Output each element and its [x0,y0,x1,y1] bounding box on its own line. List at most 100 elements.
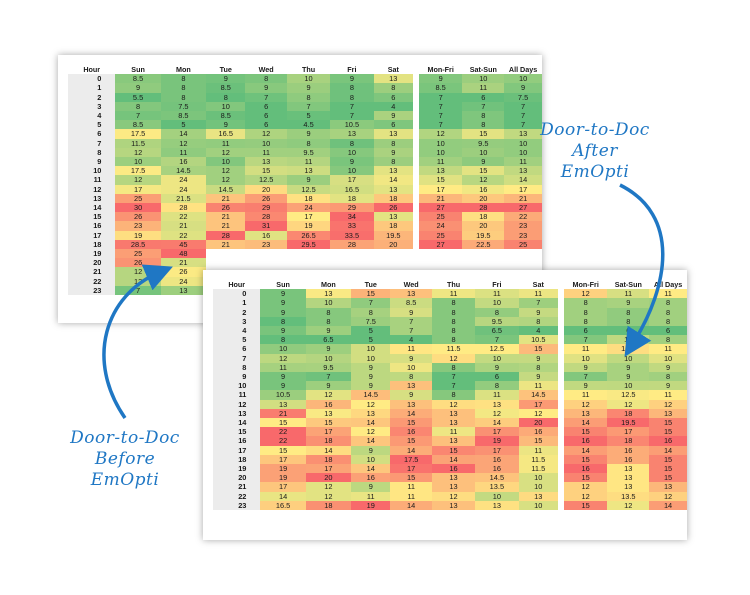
hour-label: 18 [68,239,116,250]
column-gap [557,280,564,290]
heatmap-cell: 21 [160,221,207,231]
column-header: Sat-Sun [469,65,497,74]
heatmap-cell: 14 [390,408,432,419]
column-gap [413,157,419,167]
heatmap-cell: 13 [431,473,476,483]
heatmap-cell: 9 [206,74,246,84]
heatmap-cell: 18 [305,500,352,511]
heatmap-cell: 9 [286,83,331,93]
heatmap-cell: 10.5 [518,335,558,345]
heatmap-cell: 8 [431,316,476,327]
hour-label: 10 [213,381,261,391]
heatmap-cell: 12 [160,138,207,148]
heatmap-cell: 16.5 [330,184,374,194]
heatmap-cell: 9 [518,372,558,382]
column-gap [413,258,419,268]
column-header: Sun [276,280,290,289]
heatmap-cell: 7 [563,372,608,382]
heatmap-cell: 23 [504,230,542,240]
before-arrow [102,264,173,419]
heatmap-cell: 10 [462,74,505,84]
column-header: Sat [387,65,399,74]
heatmap-cell: 8 [330,83,374,93]
heatmap-cell: 11 [431,427,476,437]
heatmap-cell: 6 [475,372,519,382]
heatmap-cell: 28 [245,212,287,222]
heatmap-cell: 9 [504,83,542,93]
after-label-line-3: EmOpti [560,162,630,182]
hour-label: 21 [213,482,261,492]
hour-label: 15 [213,427,261,437]
heatmap-cell: 17.5 [115,129,161,139]
column-gap [557,372,564,382]
heatmap-row: 11 12 24 12 12.5 9 17 14 15 12 14 [68,175,542,185]
heatmap-cell: 6 [245,101,287,112]
heatmap-cell: 9 [649,381,687,391]
heatmap-cell: 11.5 [431,344,476,354]
heatmap-cell: 16 [390,427,432,437]
heatmap-cell: 14.5 [518,390,558,400]
after-label-line-1: Door-to-Doc [540,120,650,140]
heatmap-cell: 8 [431,390,476,400]
heatmap-cell: 13 [160,285,207,296]
heatmap-cell: 16 [305,399,352,409]
hour-label: 11 [68,175,116,185]
heatmap-cell: 30 [115,203,161,213]
heatmap-cell: 22 [260,427,306,437]
heatmap-cell: 15 [390,473,432,483]
heatmap-cell: 7.5 [504,92,542,102]
heatmap-cell: 15 [649,454,687,465]
column-gap [413,249,419,259]
heatmap-cell: 11 [260,362,306,373]
heatmap-cell: 13 [260,399,306,409]
heatmap-cell: 21 [418,193,463,204]
heatmap-cell: 8 [607,316,650,327]
heatmap-cell: 17 [330,175,374,185]
heatmap-cell: 17 [518,399,558,409]
heatmap-cell: 8.5 [115,74,161,84]
hour-label: 23 [213,500,261,511]
heatmap-cell: 17 [390,464,432,474]
heatmap-cell: 8 [649,372,687,382]
heatmap-cell: 8 [462,120,505,130]
heatmap-cell: 13 [373,184,413,194]
heatmap-cell: 9 [563,381,608,391]
heatmap-cell: 11 [649,390,687,400]
heatmap-cell: 13 [305,408,352,419]
heatmap-cell: 9 [351,381,391,391]
heatmap-cell: 9 [649,362,687,373]
heatmap-cell: 18 [373,193,413,204]
heatmap-cell: 15 [649,464,687,474]
column-gap [413,230,419,240]
heatmap-cell: 8 [330,92,374,102]
heatmap-cell: 13 [245,157,287,167]
column-gap [557,390,564,400]
heatmap-row: 17 19 22 28 16 26.5 33.5 19.5 25 19.5 23 [68,230,542,240]
hour-label: 23 [68,285,116,296]
heatmap-row: 20 19 20 16 15 13 14.5 10 15 13 15 [213,473,687,483]
heatmap-cell: 20 [518,418,558,428]
heatmap-cell: 11.5 [518,454,558,465]
heatmap-cell: 7 [431,372,476,382]
heatmap-cell: 13 [390,381,432,391]
heatmap-cell: 5 [286,111,331,121]
heatmap-cell: 13 [431,408,476,419]
heatmap-cell: 6.5 [475,326,519,336]
heatmap-cell: 14 [260,491,306,501]
heatmap-cell: 10.5 [260,390,306,400]
heatmap-cell: 9 [518,307,558,317]
heatmap-cell: 11 [518,445,558,455]
hour-label: 17 [213,445,261,455]
hour-label: 0 [68,74,116,84]
heatmap-cell: 8 [431,298,476,308]
heatmap-cell: 9 [462,157,505,167]
heatmap-row: 14 30 28 26 29 24 29 26 27 28 27 [68,203,542,213]
heatmap-cell: 10 [475,353,519,363]
hour-label: 20 [68,258,116,268]
heatmap-cell: 9.5 [305,362,352,373]
heatmap-cell: 17 [305,427,352,437]
heatmap-cell: 17 [286,212,331,222]
heatmap-cell: 10 [518,500,558,511]
heatmap-cell: 16 [475,464,519,474]
hour-label: 0 [213,289,261,299]
